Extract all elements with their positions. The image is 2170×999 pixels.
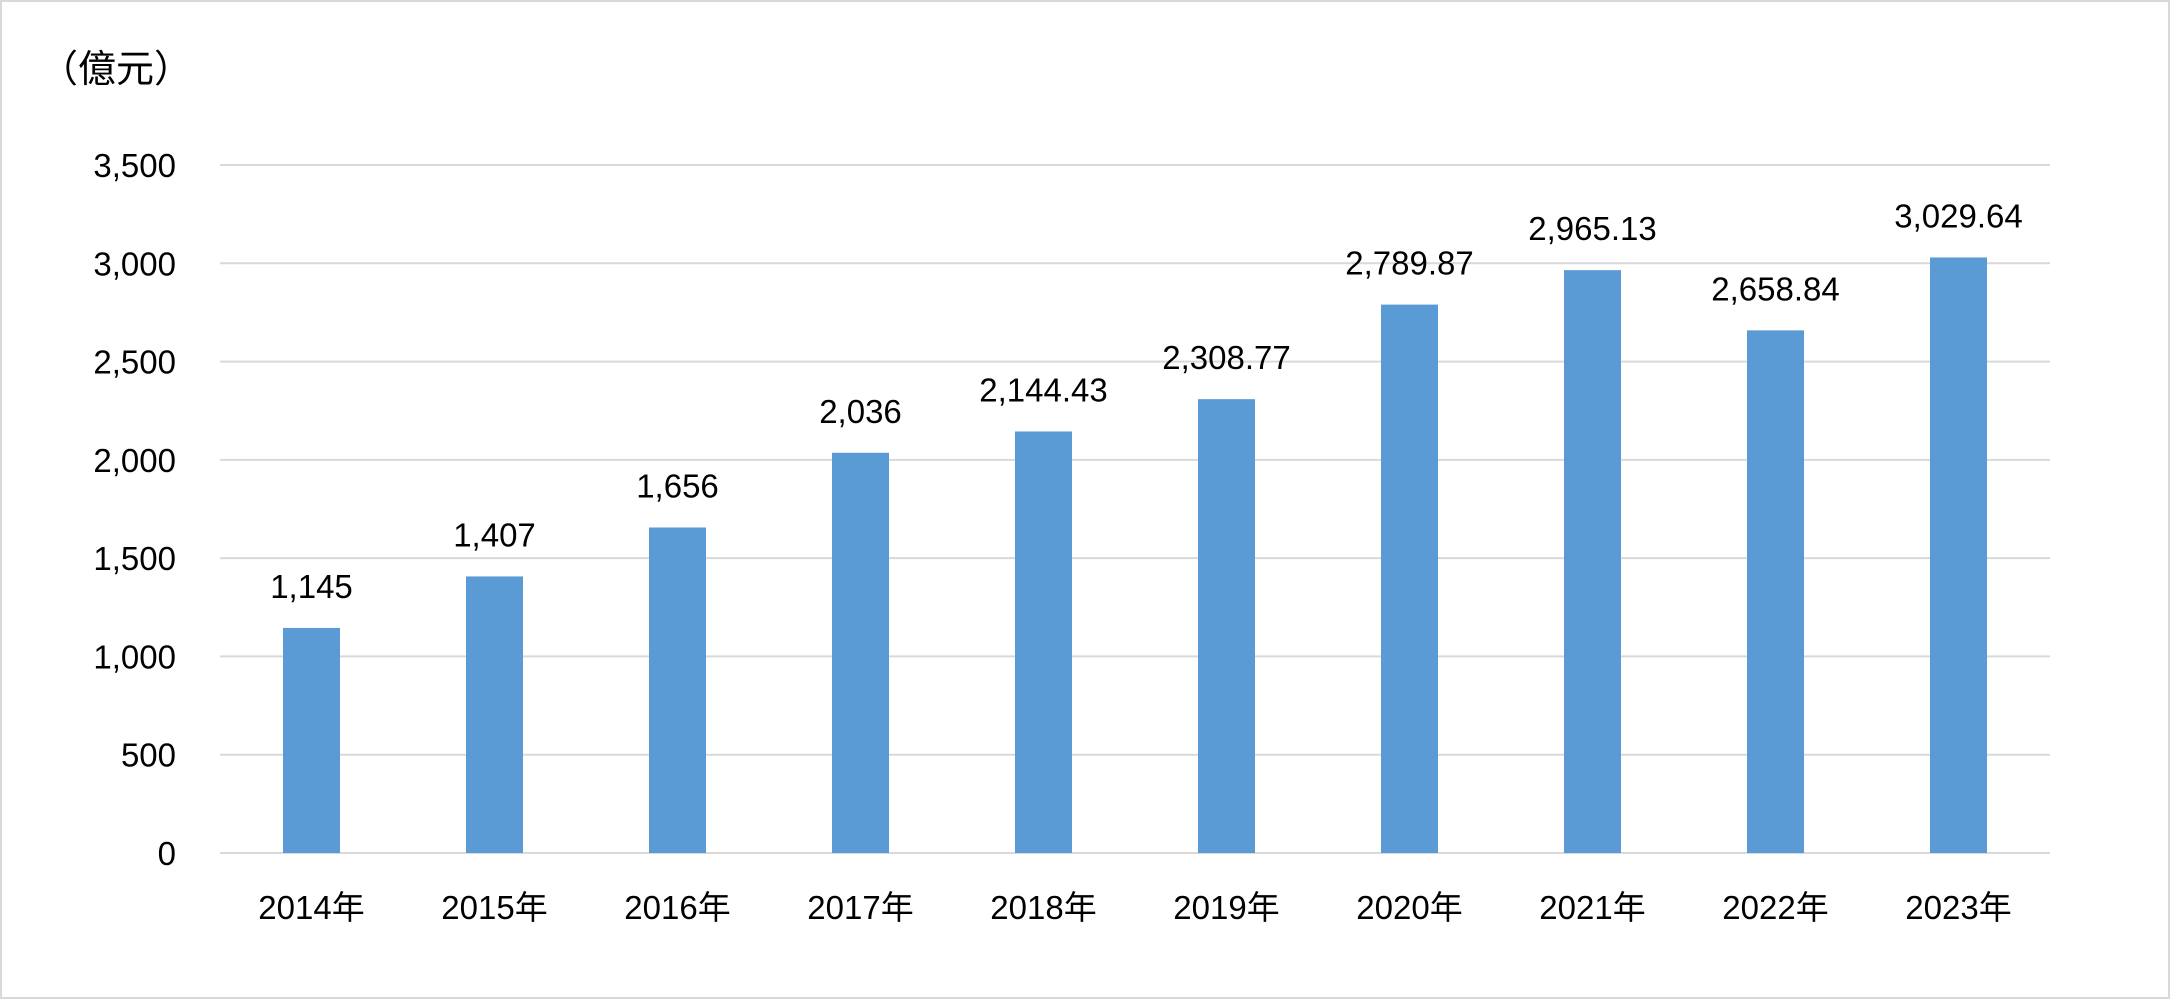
bar (1747, 330, 1804, 853)
bar-value-label: 1,145 (270, 568, 353, 605)
y-tick-label: 500 (121, 737, 176, 774)
y-tick-label: 2,000 (93, 442, 176, 479)
x-category-label: 2020年 (1356, 889, 1462, 926)
bar (1930, 257, 1987, 853)
bar (1564, 270, 1621, 854)
x-category-label: 2015年 (441, 889, 547, 926)
x-category-label: 2022年 (1722, 889, 1828, 926)
y-tick-label: 0 (158, 835, 176, 872)
y-tick-label: 1,000 (93, 638, 176, 675)
bar-value-label: 2,144.43 (979, 371, 1107, 408)
bar (283, 627, 340, 853)
x-category-label: 2019年 (1173, 889, 1279, 926)
bar (466, 576, 523, 853)
x-category-label: 2023年 (1905, 889, 2011, 926)
x-category-label: 2021年 (1539, 889, 1645, 926)
y-tick-label: 3,500 (93, 147, 176, 184)
bar (649, 527, 706, 853)
x-axis-categories: 2014年 2015年 2016年 2017年 2018年 2019年 2020年 2021年… (258, 889, 2011, 926)
bar (1198, 399, 1255, 853)
x-category-label: 2016年 (624, 889, 730, 926)
y-tick-label: 3,000 (93, 245, 176, 282)
data-labels: 1,145 1,407 1,656 2,036 2,144.43 2,308.77 2,78… (270, 197, 2023, 604)
y-tick-label: 1,500 (93, 540, 176, 577)
bar (832, 452, 889, 853)
bar-value-label: 2,308.77 (1162, 339, 1290, 376)
bar-value-label: 2,658.84 (1711, 270, 1839, 307)
x-category-label: 2018年 (990, 889, 1096, 926)
bar (1381, 304, 1438, 853)
bar (1015, 431, 1072, 853)
bar-value-label: 2,789.87 (1345, 245, 1473, 282)
y-axis-ticks: 0 500 1,000 1,500 2,000 2,500 3,000 3,500 (93, 147, 176, 872)
bar-value-label: 3,029.64 (1894, 197, 2022, 234)
bar-value-label: 2,965.13 (1528, 210, 1656, 247)
bar-value-label: 2,036 (819, 393, 902, 430)
gridlines (220, 164, 2050, 854)
bars (283, 257, 1987, 854)
x-category-label: 2017年 (807, 889, 913, 926)
bar-value-label: 1,656 (636, 467, 719, 504)
bar-value-label: 1,407 (453, 516, 536, 553)
y-tick-label: 2,500 (93, 344, 176, 381)
y-axis-unit-label: （億元） (40, 47, 192, 91)
x-category-label: 2014年 (258, 889, 364, 926)
